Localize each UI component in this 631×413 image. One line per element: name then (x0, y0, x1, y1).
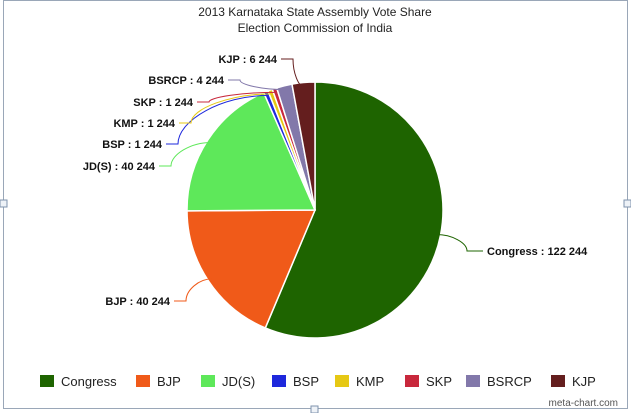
legend-item-skp[interactable]: SKP (405, 374, 452, 389)
legend-item-congress[interactable]: Congress (40, 374, 117, 389)
legend-label-bjp: BJP (157, 374, 181, 389)
legend-label-bsp: BSP (293, 374, 319, 389)
pie-slice-kjp[interactable] (291, 81, 316, 211)
slice-label-bsrcp: BSRCP : 4 244 (148, 75, 224, 87)
connector-kjp (281, 58, 304, 88)
slice-label-kjp: KJP : 6 244 (218, 54, 277, 66)
connector-jd-s (159, 141, 212, 167)
connector-bsp (166, 94, 268, 145)
slice-label-kmp: KMP : 1 244 (113, 118, 175, 130)
slice-label-bsp: BSP : 1 244 (102, 139, 163, 151)
legend-swatch-bjp (136, 375, 150, 387)
legend-swatch-skp (405, 375, 419, 387)
pie-plot (186, 81, 444, 339)
slice-label-bjp: BJP : 40 244 (105, 296, 171, 308)
legend-item-bsp[interactable]: BSP (272, 374, 319, 389)
resize-handle-right[interactable] (623, 199, 631, 208)
legend: Congress BJP JD(S) BSP KMP SKP BSRCP KJP (40, 374, 596, 389)
slice-labels: Congress : 122 244 BJP : 40 244 JD(S) : 40… (83, 54, 588, 308)
legend-swatch-congress (40, 375, 54, 387)
legend-swatch-jd-s (201, 375, 215, 387)
chart-subtitle: Election Commission of India (238, 21, 393, 35)
legend-label-jd-s: JD(S) (222, 374, 255, 389)
legend-item-kjp[interactable]: KJP (551, 374, 596, 389)
connector-bsrcp (228, 79, 286, 91)
legend-item-kmp[interactable]: KMP (335, 374, 384, 389)
connector-skp (197, 91, 276, 103)
legend-swatch-bsp (272, 375, 286, 387)
legend-label-skp: SKP (426, 374, 452, 389)
resize-handle-left[interactable] (0, 199, 8, 208)
legend-label-bsrcp: BSRCP (487, 374, 532, 389)
legend-swatch-kmp (335, 375, 349, 387)
legend-swatch-kjp (551, 375, 565, 387)
pie-slice-congress[interactable] (264, 81, 444, 339)
connector-bjp (174, 278, 212, 302)
connector-congress (436, 234, 483, 252)
chart-title: 2013 Karnataka State Assembly Vote Share (198, 5, 432, 19)
resize-handle-bottom[interactable] (310, 405, 319, 413)
legend-item-jd-s[interactable]: JD(S) (201, 374, 255, 389)
connector-kmp (179, 93, 272, 124)
pie-slice-jd-s[interactable] (186, 91, 317, 212)
legend-item-bjp[interactable]: BJP (136, 374, 181, 389)
slice-label-skp: SKP : 1 244 (133, 97, 194, 109)
legend-item-bsrcp[interactable]: BSRCP (466, 374, 532, 389)
slice-label-jd-s: JD(S) : 40 244 (83, 161, 156, 173)
legend-swatch-bsrcp (466, 375, 480, 387)
slice-label-congress: Congress : 122 244 (487, 246, 588, 258)
credit-text: meta-chart.com (549, 398, 618, 409)
pie-slice-bjp[interactable] (186, 209, 317, 329)
legend-label-congress: Congress (61, 374, 117, 389)
legend-label-kmp: KMP (356, 374, 384, 389)
legend-label-kjp: KJP (572, 374, 596, 389)
